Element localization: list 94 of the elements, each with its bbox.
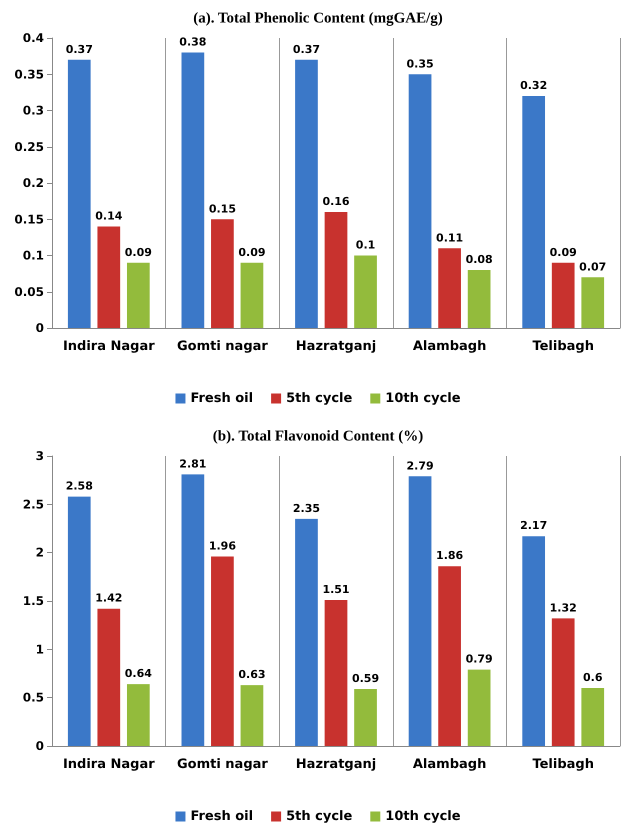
bar (97, 608, 120, 746)
data-label: 1.51 (322, 583, 350, 596)
bar (522, 536, 546, 746)
bar (126, 684, 150, 746)
x-tick-label: Gomti nagar (176, 339, 268, 354)
y-tick-label: 0.35 (14, 67, 44, 82)
x-tick-label: Telibagh (532, 339, 594, 354)
y-tick-label: 0.5 (22, 690, 44, 705)
data-label: 1.32 (550, 601, 577, 614)
bar (324, 212, 348, 328)
legend-label: Fresh oil (190, 809, 254, 824)
data-label: 0.79 (466, 652, 493, 666)
data-label: 0.1 (356, 238, 376, 252)
legend-label: Fresh oil (190, 391, 254, 406)
bar (408, 74, 432, 328)
data-label: 0.14 (95, 210, 123, 222)
y-tick-label: 0 (36, 321, 44, 335)
bar (438, 248, 461, 328)
x-tick-label: Hazratganj (296, 339, 376, 354)
data-label: 0.37 (66, 42, 93, 56)
y-tick-label: 1 (36, 642, 44, 656)
bar (552, 618, 575, 746)
y-tick-label: 2 (36, 546, 44, 560)
bar (240, 262, 264, 328)
bar (182, 474, 204, 746)
bar (211, 556, 234, 746)
x-tick-label: Alambagh (412, 339, 486, 354)
y-tick-label: 0.05 (14, 284, 44, 299)
y-tick-label: 1.5 (22, 594, 44, 608)
y-tick-label: 0.2 (22, 176, 44, 190)
bar (324, 600, 348, 746)
bar (438, 566, 461, 746)
x-tick-label: Gomti nagar (176, 757, 268, 772)
data-label: 0.35 (406, 57, 434, 70)
y-tick-label: 0.25 (14, 140, 44, 154)
bar (211, 219, 234, 328)
legend-label: 10th cycle (385, 809, 461, 824)
y-tick-label: 0.1 (22, 248, 44, 262)
data-label: 0.09 (550, 246, 577, 259)
bar (581, 688, 604, 746)
data-label: 0.09 (238, 246, 266, 259)
bar (295, 518, 318, 746)
data-label: 0.08 (466, 253, 493, 266)
y-tick-label: 0.15 (14, 212, 44, 226)
data-label: 2.17 (520, 519, 548, 532)
data-label: 0.11 (436, 231, 464, 244)
data-label: 0.63 (238, 668, 266, 682)
bar (522, 96, 546, 328)
bar (468, 670, 490, 746)
x-tick-label: Indira Nagar (62, 339, 156, 354)
data-label: 0.6 (582, 671, 603, 684)
y-tick-label: 2.5 (22, 497, 44, 512)
chart-title: (b). Total Flavonoid Content (%) (212, 428, 424, 444)
y-tick-label: 0 (36, 739, 44, 753)
bar (581, 277, 604, 328)
bar (68, 496, 91, 746)
data-label: 0.64 (124, 667, 152, 680)
legend-label: 5th cycle (286, 391, 352, 406)
data-label: 2.79 (406, 459, 434, 472)
data-label: 1.42 (95, 592, 122, 605)
data-label: 0.38 (179, 36, 206, 48)
data-label: 0.37 (292, 42, 320, 56)
x-tick-label: Telibagh (532, 757, 594, 772)
data-label: 2.35 (292, 502, 320, 515)
bar (468, 270, 490, 328)
chart-title: (a). Total Phenolic Content (mgGAE/g) (193, 10, 443, 26)
data-label: 0.15 (208, 202, 236, 216)
legend-label: 5th cycle (286, 809, 352, 824)
bar (354, 256, 377, 328)
data-label: 0.07 (579, 260, 606, 274)
bar (240, 685, 264, 746)
bar (126, 262, 150, 328)
data-label: 0.09 (124, 246, 152, 259)
data-label: 0.16 (322, 195, 350, 208)
bar (68, 60, 91, 328)
y-tick-label: 3 (36, 449, 44, 463)
data-label: 0.59 (352, 672, 380, 685)
data-label: 1.86 (436, 549, 464, 562)
y-tick-label: 0.3 (22, 104, 44, 118)
data-label: 0.32 (520, 79, 548, 92)
bar (182, 52, 204, 328)
data-label: 2.58 (66, 480, 93, 493)
x-tick-label: Hazratganj (296, 757, 376, 772)
data-label: 2.81 (179, 457, 206, 470)
bar (354, 688, 377, 746)
x-tick-label: Alambagh (412, 757, 486, 772)
bar (97, 226, 120, 328)
legend-label: 10th cycle (385, 391, 461, 406)
x-tick-label: Indira Nagar (62, 757, 156, 772)
y-tick-label: 0.4 (22, 31, 44, 45)
bar (408, 476, 432, 746)
data-label: 1.96 (208, 540, 236, 553)
bar (552, 262, 575, 328)
bar (295, 60, 318, 328)
